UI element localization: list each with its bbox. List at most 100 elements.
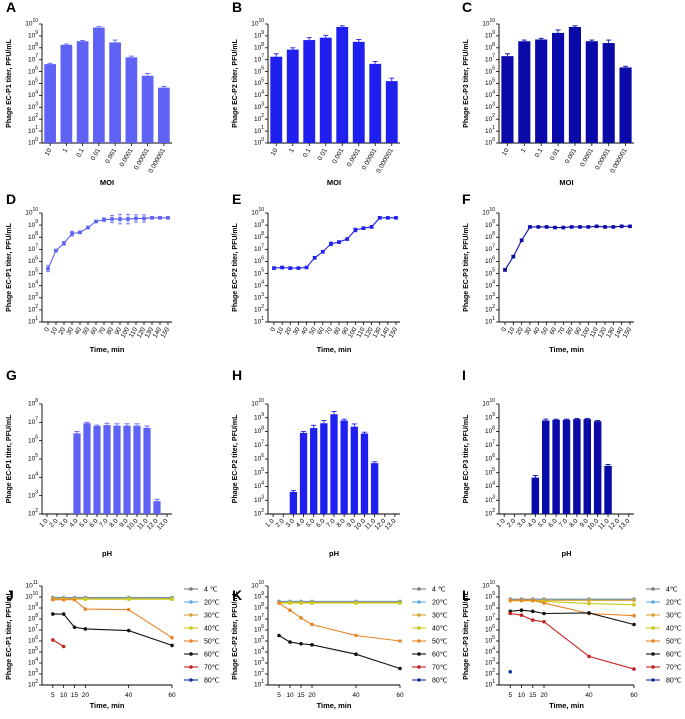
y-tick-exponent: 2 bbox=[35, 114, 38, 120]
bar bbox=[385, 81, 398, 143]
x-tick-label: 40 bbox=[352, 692, 360, 699]
y-tick-label: 109 bbox=[485, 30, 495, 39]
x-tick-label: 6.0 bbox=[315, 517, 327, 529]
y-tick-label: 103 bbox=[254, 102, 264, 111]
y-tick-label: 104 bbox=[254, 481, 264, 490]
y-tick-exponent: 7 bbox=[492, 54, 495, 60]
x-tick-label: 110 bbox=[355, 326, 366, 339]
y-tick-exponent: 2 bbox=[35, 508, 38, 514]
bar bbox=[310, 428, 318, 514]
data-point bbox=[310, 643, 314, 647]
y-tick-label: 108 bbox=[28, 613, 38, 622]
data-point bbox=[277, 601, 281, 605]
y-tick-exponent: 3 bbox=[261, 292, 264, 298]
y-tick-label: 102 bbox=[28, 679, 38, 688]
y-tick-exponent: 8 bbox=[261, 42, 264, 48]
y-tick-label: 105 bbox=[254, 635, 264, 644]
data-point bbox=[83, 627, 88, 631]
x-tick-label: 10 bbox=[276, 326, 286, 336]
data-point bbox=[288, 601, 292, 605]
data-point bbox=[126, 628, 131, 633]
legend-label: 30℃ bbox=[432, 613, 448, 620]
x-tick-label: 50 bbox=[82, 326, 92, 336]
series-line bbox=[510, 609, 635, 626]
y-tick-exponent: 9 bbox=[492, 30, 495, 36]
data-point bbox=[110, 217, 114, 221]
x-tick-label: 0.1 bbox=[75, 147, 86, 159]
x-axis-label: pH bbox=[562, 549, 572, 558]
y-tick-exponent: 10 bbox=[258, 18, 264, 24]
legend-marker bbox=[651, 665, 655, 669]
x-tick-label: 1 bbox=[62, 147, 70, 154]
panel-label: F bbox=[462, 191, 471, 207]
data-point bbox=[594, 224, 599, 229]
y-tick-exponent: 9 bbox=[35, 219, 38, 225]
x-tick-label: 150 bbox=[160, 326, 172, 339]
y-tick-label: 107 bbox=[28, 244, 38, 253]
x-tick-label: 10 bbox=[518, 692, 526, 699]
x-tick-label: 0.001 bbox=[564, 147, 578, 165]
y-tick-label: 109 bbox=[28, 30, 38, 39]
data-point bbox=[310, 622, 314, 627]
data-point bbox=[337, 240, 341, 244]
x-axis-label: Time, min bbox=[549, 345, 584, 354]
x-tick-label: 7.0 bbox=[558, 517, 570, 529]
data-point bbox=[61, 612, 66, 616]
legend-label: 60℃ bbox=[432, 652, 448, 659]
y-tick-exponent: 0 bbox=[35, 137, 38, 143]
y-tick-label: 103 bbox=[28, 102, 38, 111]
y-tick-exponent: 10 bbox=[32, 591, 38, 597]
data-point bbox=[619, 224, 624, 229]
x-tick-label: 4.0 bbox=[295, 517, 307, 529]
y-tick-exponent: 5 bbox=[261, 78, 264, 84]
data-point bbox=[508, 670, 513, 674]
series-line bbox=[510, 600, 635, 606]
x-tick-label: 8.0 bbox=[108, 517, 120, 529]
y-tick-exponent: 3 bbox=[261, 495, 264, 501]
y-tick-exponent: 2 bbox=[261, 304, 264, 310]
y-tick-label: 103 bbox=[28, 668, 38, 677]
legend-marker bbox=[417, 613, 421, 617]
x-tick-label: 5 bbox=[508, 692, 512, 699]
data-point bbox=[345, 237, 349, 241]
bar bbox=[319, 37, 332, 144]
x-tick-label: 0 bbox=[500, 326, 508, 333]
data-point bbox=[288, 266, 293, 270]
y-tick-exponent: 2 bbox=[492, 508, 495, 514]
data-point bbox=[51, 612, 55, 616]
x-tick-label: 0.0001 bbox=[119, 147, 135, 168]
bar bbox=[60, 44, 73, 144]
y-tick-exponent: 10 bbox=[489, 18, 495, 24]
y-tick-exponent: 7 bbox=[261, 440, 264, 446]
data-point bbox=[530, 618, 535, 622]
bar bbox=[352, 41, 365, 143]
x-tick-label: 20 bbox=[308, 692, 316, 699]
data-point bbox=[170, 597, 174, 601]
y-tick-label: 109 bbox=[28, 602, 38, 611]
y-tick-exponent: 9 bbox=[35, 602, 38, 608]
x-tick-label: 5.0 bbox=[537, 517, 549, 529]
y-tick-label: 105 bbox=[28, 646, 38, 655]
bar bbox=[153, 501, 161, 514]
x-axis-label: pH bbox=[102, 549, 112, 558]
x-tick-label: 13.0 bbox=[618, 517, 632, 531]
x-tick-label: 20 bbox=[515, 326, 525, 336]
x-tick-label: 10 bbox=[270, 147, 280, 157]
legend-marker bbox=[189, 626, 193, 630]
x-tick-label: 13.0 bbox=[156, 517, 170, 531]
bar bbox=[44, 64, 56, 143]
y-tick-label: 105 bbox=[485, 268, 495, 277]
y-tick-exponent: 5 bbox=[492, 467, 495, 473]
x-tick-label: 1.0 bbox=[38, 517, 50, 529]
bar bbox=[125, 57, 138, 143]
x-tick-label: 120 bbox=[136, 326, 148, 339]
y-tick-label: 105 bbox=[28, 268, 38, 277]
y-tick-label: 107 bbox=[28, 417, 38, 426]
y-tick-label: 105 bbox=[28, 453, 38, 462]
y-tick-label: 105 bbox=[254, 467, 264, 476]
data-point bbox=[166, 216, 170, 220]
y-tick-label: 102 bbox=[485, 668, 495, 677]
x-tick-label: 60 bbox=[168, 692, 176, 699]
x-tick-label: 1.0 bbox=[495, 517, 507, 529]
